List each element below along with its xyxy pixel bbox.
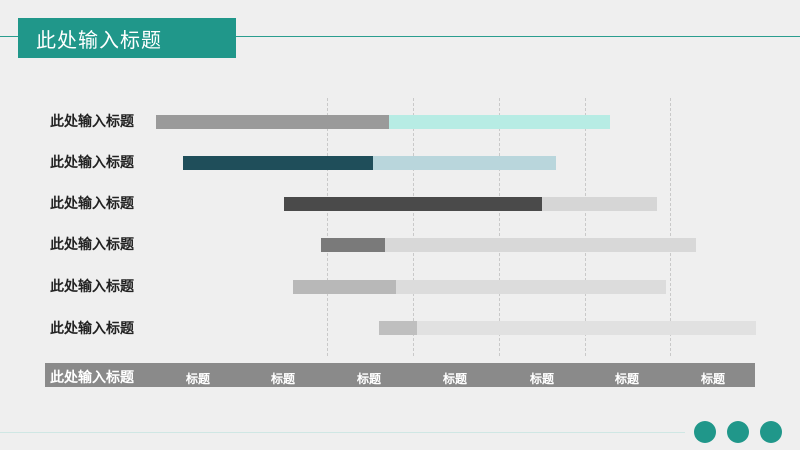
row-label: 此处输入标题	[50, 237, 134, 253]
axis-title: 此处输入标题	[50, 370, 134, 386]
row-label: 此处输入标题	[50, 114, 134, 130]
axis-tick-label: 标题	[357, 372, 382, 386]
gantt-bar-remaining	[389, 115, 611, 129]
axis-tick-label: 标题	[443, 372, 468, 386]
grid-line	[670, 98, 671, 356]
gantt-bar-remaining	[372, 156, 557, 170]
gantt-bar-remaining	[396, 280, 666, 294]
gantt-bar-remaining	[384, 238, 696, 252]
grid-line	[327, 98, 328, 356]
axis-tick-label: 标题	[271, 372, 296, 386]
axis-band	[45, 363, 755, 387]
gantt-bar-completed	[283, 197, 542, 211]
footer-rule	[0, 432, 685, 433]
gantt-bar-remaining	[541, 197, 658, 211]
axis-tick-label: 标题	[530, 372, 555, 386]
gantt-bar-completed	[156, 115, 390, 129]
axis-tick-label: 标题	[615, 372, 640, 386]
header-rule	[0, 36, 800, 37]
gantt-bar-completed	[378, 321, 418, 335]
slide-title: 此处输入标题	[18, 18, 236, 58]
grid-line	[499, 98, 500, 356]
row-label: 此处输入标题	[50, 321, 134, 337]
gantt-bar-completed	[293, 280, 396, 294]
gantt-bar-remaining	[417, 321, 756, 335]
gantt-bar-completed	[183, 156, 373, 170]
nav-dot[interactable]	[727, 421, 749, 443]
axis-tick-label: 标题	[186, 372, 211, 386]
gantt-bar-completed	[320, 238, 385, 252]
row-label: 此处输入标题	[50, 155, 134, 171]
row-label: 此处输入标题	[50, 196, 134, 212]
row-label: 此处输入标题	[50, 279, 134, 295]
grid-line	[413, 98, 414, 356]
grid-line	[585, 98, 586, 356]
nav-dot[interactable]	[760, 421, 782, 443]
nav-dot[interactable]	[694, 421, 716, 443]
axis-tick-label: 标题	[701, 372, 726, 386]
